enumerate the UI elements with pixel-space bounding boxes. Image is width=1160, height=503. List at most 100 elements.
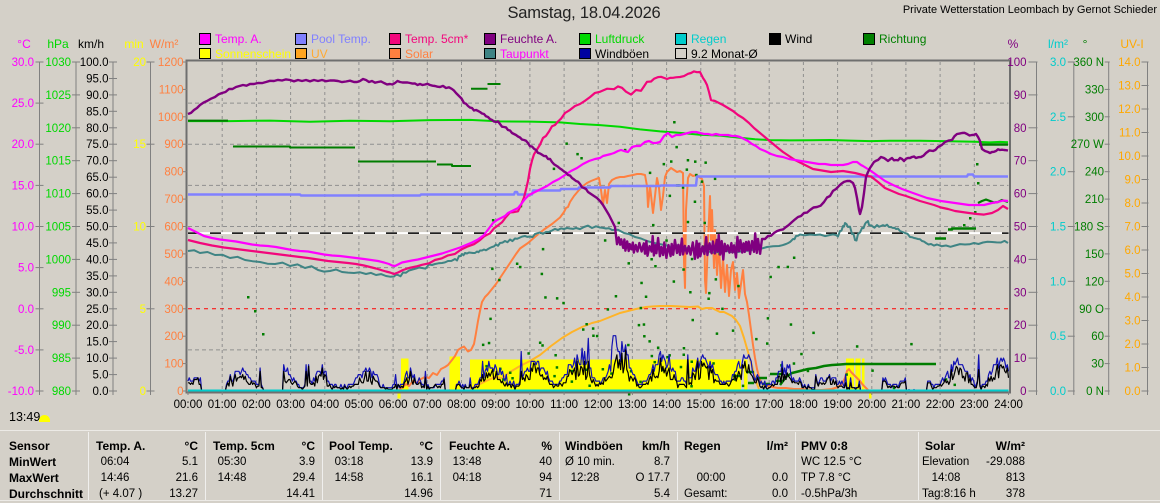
- svg-text:100: 100: [1007, 57, 1026, 69]
- svg-text:25.0: 25.0: [86, 304, 108, 316]
- svg-text:07:00: 07:00: [413, 399, 442, 411]
- svg-text:800: 800: [164, 167, 183, 179]
- svg-text:60: 60: [1091, 331, 1104, 343]
- svg-text:09:00: 09:00: [481, 399, 510, 411]
- svg-text:70: 70: [1014, 156, 1027, 168]
- svg-text:20: 20: [1014, 320, 1027, 332]
- svg-text:0: 0: [1020, 386, 1026, 398]
- svg-text:5.0: 5.0: [1125, 269, 1141, 281]
- svg-text:995: 995: [52, 287, 71, 299]
- svg-text:05:00: 05:00: [345, 399, 374, 411]
- svg-text:55.0: 55.0: [86, 205, 108, 217]
- svg-text:20: 20: [133, 57, 146, 69]
- svg-text:02:00: 02:00: [242, 399, 271, 411]
- svg-text:0.0: 0.0: [1050, 386, 1066, 398]
- svg-text:0 N: 0 N: [1086, 386, 1104, 398]
- svg-text:50.0: 50.0: [86, 222, 108, 234]
- svg-text:5.0: 5.0: [18, 263, 34, 275]
- svg-text:20:00: 20:00: [857, 399, 886, 411]
- svg-text:40: 40: [1014, 254, 1027, 266]
- svg-text:2.0: 2.0: [1050, 167, 1066, 179]
- svg-text:%: %: [1008, 37, 1019, 51]
- svg-text:200: 200: [164, 331, 183, 343]
- svg-text:300: 300: [164, 304, 183, 316]
- svg-text:1200: 1200: [158, 57, 184, 69]
- svg-text:90: 90: [1014, 90, 1027, 102]
- svg-text:65.0: 65.0: [86, 172, 108, 184]
- svg-text:1000: 1000: [45, 254, 71, 266]
- svg-text:1.0: 1.0: [1050, 276, 1066, 288]
- svg-text:4.0: 4.0: [1125, 292, 1141, 304]
- svg-text:-5.0: -5.0: [14, 345, 34, 357]
- svg-text:12.0: 12.0: [1118, 104, 1140, 116]
- svg-text:100.0: 100.0: [80, 57, 109, 69]
- svg-text:°: °: [1083, 37, 1088, 51]
- svg-text:06:00: 06:00: [379, 399, 408, 411]
- svg-text:1000: 1000: [158, 112, 184, 124]
- svg-text:210: 210: [1085, 194, 1104, 206]
- svg-text:11.0: 11.0: [1119, 128, 1141, 140]
- svg-text:1005: 1005: [45, 222, 71, 234]
- svg-text:25.0: 25.0: [12, 98, 34, 110]
- svg-text:240: 240: [1085, 167, 1104, 179]
- svg-text:10.0: 10.0: [1118, 151, 1140, 163]
- svg-text:270 W: 270 W: [1071, 139, 1104, 151]
- svg-text:18:00: 18:00: [789, 399, 818, 411]
- svg-text:2.5: 2.5: [1050, 112, 1066, 124]
- svg-text:11:00: 11:00: [550, 399, 578, 411]
- svg-text:180 S: 180 S: [1074, 222, 1104, 234]
- svg-text:1100: 1100: [159, 84, 184, 96]
- svg-text:90 O: 90 O: [1079, 304, 1104, 316]
- svg-text:16:00: 16:00: [721, 399, 750, 411]
- svg-text:8.0: 8.0: [1125, 198, 1141, 210]
- svg-text:17:00: 17:00: [755, 399, 784, 411]
- svg-text:120: 120: [1085, 276, 1104, 288]
- svg-text:1010: 1010: [45, 189, 71, 201]
- svg-text:45.0: 45.0: [86, 238, 108, 250]
- svg-text:20.0: 20.0: [12, 139, 34, 151]
- svg-text:50: 50: [1014, 222, 1027, 234]
- svg-text:min: min: [124, 37, 143, 51]
- svg-text:10.0: 10.0: [86, 353, 108, 365]
- svg-text:9.0: 9.0: [1125, 175, 1141, 187]
- svg-text:60: 60: [1014, 189, 1027, 201]
- svg-text:80: 80: [1014, 123, 1027, 135]
- svg-text:600: 600: [164, 222, 183, 234]
- svg-text:6.0: 6.0: [1125, 245, 1141, 257]
- svg-text:0: 0: [140, 386, 146, 398]
- svg-text:150: 150: [1085, 249, 1104, 261]
- svg-text:30: 30: [1091, 359, 1104, 371]
- svg-text:30.0: 30.0: [12, 57, 34, 69]
- svg-text:40.0: 40.0: [86, 254, 108, 266]
- svg-text:100: 100: [164, 359, 183, 371]
- svg-text:20.0: 20.0: [86, 320, 108, 332]
- svg-text:85.0: 85.0: [86, 106, 108, 118]
- svg-text:10: 10: [133, 222, 146, 234]
- svg-text:900: 900: [164, 139, 183, 151]
- svg-text:30.0: 30.0: [86, 287, 108, 299]
- svg-text:80.0: 80.0: [86, 123, 108, 135]
- svg-text:15.0: 15.0: [12, 180, 34, 192]
- svg-text:0.0: 0.0: [18, 304, 34, 316]
- svg-text:19:00: 19:00: [823, 399, 852, 411]
- svg-text:0.5: 0.5: [1050, 331, 1066, 343]
- svg-text:03:00: 03:00: [276, 399, 305, 411]
- svg-text:990: 990: [52, 320, 71, 332]
- svg-text:1020: 1020: [45, 123, 71, 135]
- svg-text:700: 700: [164, 194, 183, 206]
- svg-text:0.0: 0.0: [1125, 386, 1141, 398]
- svg-text:1025: 1025: [45, 90, 71, 102]
- svg-text:01:00: 01:00: [208, 399, 237, 411]
- svg-text:5: 5: [140, 304, 146, 316]
- svg-text:95.0: 95.0: [86, 74, 108, 86]
- svg-text:00:00: 00:00: [174, 399, 203, 411]
- svg-text:75.0: 75.0: [86, 139, 108, 151]
- svg-text:35.0: 35.0: [86, 271, 108, 283]
- svg-text:04:00: 04:00: [310, 399, 339, 411]
- svg-text:1.0: 1.0: [1125, 363, 1141, 375]
- svg-text:W/m²: W/m²: [150, 37, 179, 51]
- svg-text:10:00: 10:00: [516, 399, 545, 411]
- svg-text:330: 330: [1085, 84, 1104, 96]
- svg-text:l/m²: l/m²: [1048, 37, 1068, 51]
- svg-text:2.0: 2.0: [1125, 339, 1141, 351]
